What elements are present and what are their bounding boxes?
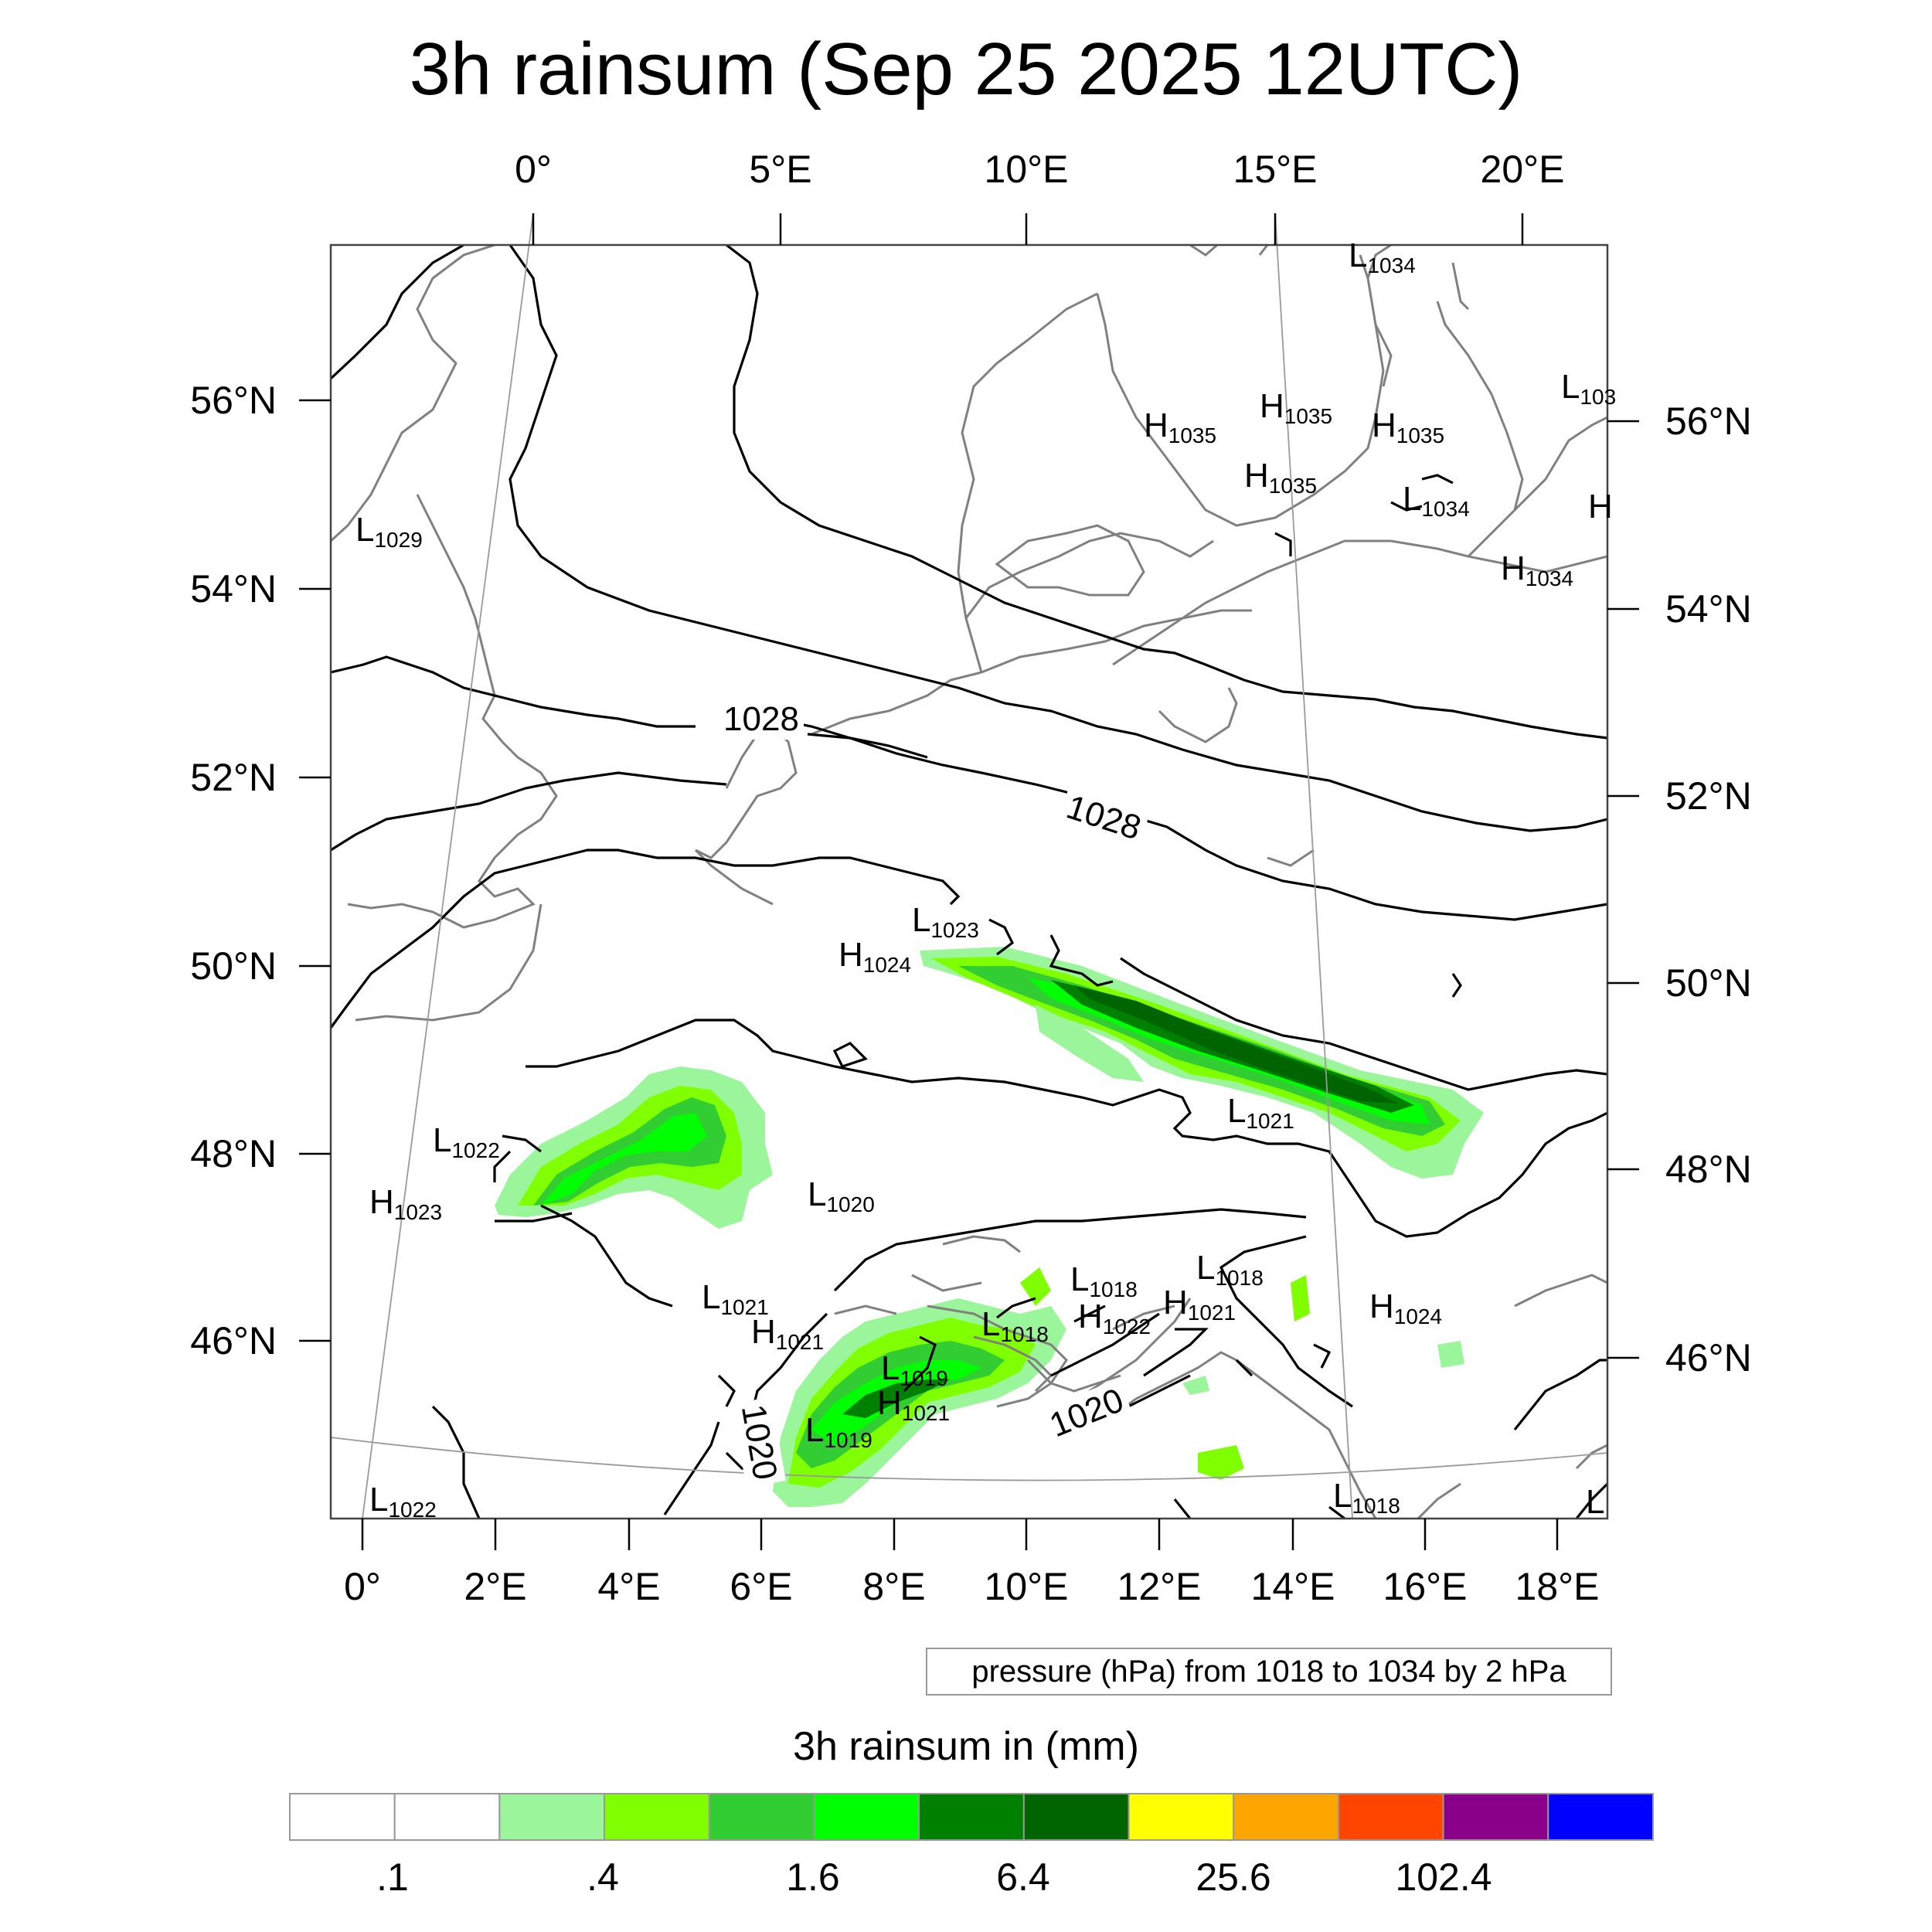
colorbar-swatch bbox=[1442, 1793, 1549, 1841]
colorbar-labels: .1 .4 1.6 6.4 25.6 102.4 bbox=[0, 1855, 1932, 1909]
colorbar-swatch bbox=[1337, 1793, 1444, 1841]
bottom-lon-label: 18°E bbox=[1515, 1565, 1600, 1608]
pressure-center-label: L1019 bbox=[881, 1349, 948, 1390]
pressure-center-label: H1035 bbox=[1260, 387, 1332, 428]
isobar-label: 1020 bbox=[734, 1402, 784, 1483]
map-frame bbox=[329, 243, 1609, 1520]
pressure-center-label: L103 bbox=[1561, 368, 1616, 409]
pressure-center-label: L1018 bbox=[1196, 1249, 1264, 1290]
left-lat-label: 56°N bbox=[190, 379, 277, 422]
top-lon-label: 10°E bbox=[985, 148, 1069, 191]
colorbar-swatch bbox=[604, 1793, 710, 1841]
top-lon-label: 5°E bbox=[749, 148, 811, 191]
pressure-center-label: H1021 bbox=[751, 1313, 824, 1354]
pressure-center-label: H1021 bbox=[877, 1384, 950, 1425]
bottom-lon-label: 8°E bbox=[862, 1565, 925, 1608]
pressure-center-label: H1021 bbox=[1163, 1284, 1236, 1325]
right-lat-label: 56°N bbox=[1665, 400, 1752, 443]
pressure-center-label: L1034 bbox=[1403, 480, 1470, 521]
pressure-center-label: H1034 bbox=[1501, 549, 1573, 590]
rain-area-alps bbox=[773, 1267, 1464, 1507]
colorbar-swatch bbox=[289, 1793, 396, 1841]
colorbar-swatch bbox=[708, 1793, 815, 1841]
bottom-longitude-labels: 0° 2°E 4°E 6°E 8°E 10°E 12°E 14°E 16°E 1… bbox=[344, 1565, 1599, 1608]
colorbar-swatch bbox=[1022, 1793, 1130, 1841]
left-lat-label: 46°N bbox=[190, 1319, 277, 1362]
isobar-label: 1028 bbox=[723, 700, 799, 738]
bottom-lon-label: 12°E bbox=[1117, 1565, 1202, 1608]
pressure-center-label: L1018 bbox=[1070, 1260, 1138, 1301]
pressure-center-label: L1020 bbox=[808, 1175, 875, 1216]
colorbar-swatch bbox=[393, 1793, 501, 1841]
bottom-lon-label: 0° bbox=[344, 1565, 381, 1608]
colorbar-label: .4 bbox=[587, 1855, 619, 1899]
left-lat-label: 48°N bbox=[190, 1132, 277, 1175]
colorbar-label: 25.6 bbox=[1196, 1855, 1271, 1899]
bottom-lon-label: 14°E bbox=[1251, 1565, 1335, 1608]
right-lat-label: 48°N bbox=[1665, 1148, 1752, 1191]
top-lon-label: 0° bbox=[515, 148, 552, 191]
pressure-center-labels: L1034 L103 H1035 H1035 H1035 H1035 L1034… bbox=[355, 236, 1616, 1522]
pressure-center-label: H1024 bbox=[838, 936, 911, 977]
pressure-center-label: H1035 bbox=[1144, 406, 1216, 447]
pressure-center-label: H1024 bbox=[1369, 1287, 1442, 1328]
pressure-center-label: L1029 bbox=[355, 511, 423, 552]
coastlines bbox=[331, 245, 1607, 1519]
isobars bbox=[331, 245, 1607, 1519]
graticule bbox=[330, 213, 1608, 1519]
colorbar-swatch bbox=[1547, 1793, 1655, 1841]
colorbar-swatch bbox=[1233, 1793, 1339, 1841]
bottom-lon-label: 10°E bbox=[985, 1565, 1069, 1608]
pressure-center-label: L1022 bbox=[433, 1121, 500, 1162]
pressure-center-label: L1021 bbox=[1227, 1092, 1294, 1133]
bottom-lon-label: 4°E bbox=[597, 1565, 660, 1608]
pressure-center-label: H1022 bbox=[1078, 1298, 1151, 1338]
top-longitude-labels: 0° 5°E 10°E 15°E 20°E bbox=[515, 148, 1564, 191]
right-lat-label: 50°N bbox=[1665, 961, 1752, 1005]
colorbar-swatch bbox=[1128, 1793, 1235, 1841]
rain-area-northeast bbox=[920, 947, 1484, 1179]
left-lat-label: 52°N bbox=[190, 756, 277, 799]
pressure-center-label: L1022 bbox=[369, 1481, 437, 1522]
pressure-center-label: L1021 bbox=[702, 1278, 769, 1319]
colorbar-label: .1 bbox=[376, 1855, 409, 1899]
left-latitude-labels: 56°N 54°N 52°N 50°N 48°N 46°N bbox=[190, 379, 277, 1362]
pressure-center-label: L1018 bbox=[1333, 1477, 1400, 1518]
pressure-center-label: H bbox=[1588, 488, 1613, 526]
top-lon-label: 20°E bbox=[1481, 148, 1565, 191]
pressure-center-label: H1035 bbox=[1244, 457, 1317, 498]
colorbar-swatch bbox=[498, 1793, 606, 1841]
left-lat-label: 54°N bbox=[190, 567, 277, 611]
rain-area-west bbox=[495, 1066, 773, 1229]
pressure-center-label: L1019 bbox=[805, 1411, 872, 1452]
right-lat-label: 54°N bbox=[1665, 587, 1752, 631]
colorbar-swatch bbox=[918, 1793, 1025, 1841]
pressure-center-label: L1023 bbox=[912, 901, 979, 942]
pressure-center-label: L bbox=[1586, 1483, 1604, 1521]
bottom-lon-label: 2°E bbox=[464, 1565, 526, 1608]
colorbar-swatch bbox=[813, 1793, 920, 1841]
top-lon-label: 15°E bbox=[1233, 148, 1318, 191]
colorbar bbox=[289, 1793, 1655, 1841]
bottom-lon-label: 16°E bbox=[1383, 1565, 1468, 1608]
isobar-label: 1020 bbox=[1045, 1381, 1129, 1444]
colorbar-title: 3h rainsum in (mm) bbox=[793, 1724, 1139, 1769]
pressure-center-label: H1035 bbox=[1372, 406, 1444, 447]
bottom-lon-label: 6°E bbox=[730, 1565, 792, 1608]
map-title: 3h rainsum (Sep 25 2025 12UTC) bbox=[409, 28, 1523, 111]
colorbar-label: 102.4 bbox=[1395, 1855, 1492, 1899]
left-lat-label: 50°N bbox=[190, 944, 277, 988]
contour-info-box: pressure (hPa) from 1018 to 1034 by 2 hP… bbox=[926, 1648, 1612, 1696]
right-lat-label: 46°N bbox=[1665, 1336, 1752, 1379]
right-lat-label: 52°N bbox=[1665, 774, 1752, 818]
pressure-center-label: H1023 bbox=[369, 1183, 442, 1224]
right-latitude-labels: 56°N 54°N 52°N 50°N 48°N 46°N bbox=[1665, 400, 1752, 1379]
pressure-center-label: L1034 bbox=[1349, 236, 1416, 277]
colorbar-label: 1.6 bbox=[786, 1855, 840, 1899]
colorbar-label: 6.4 bbox=[996, 1855, 1050, 1899]
axis-ticks bbox=[299, 213, 1639, 1550]
pressure-center-label: L1018 bbox=[981, 1305, 1049, 1346]
